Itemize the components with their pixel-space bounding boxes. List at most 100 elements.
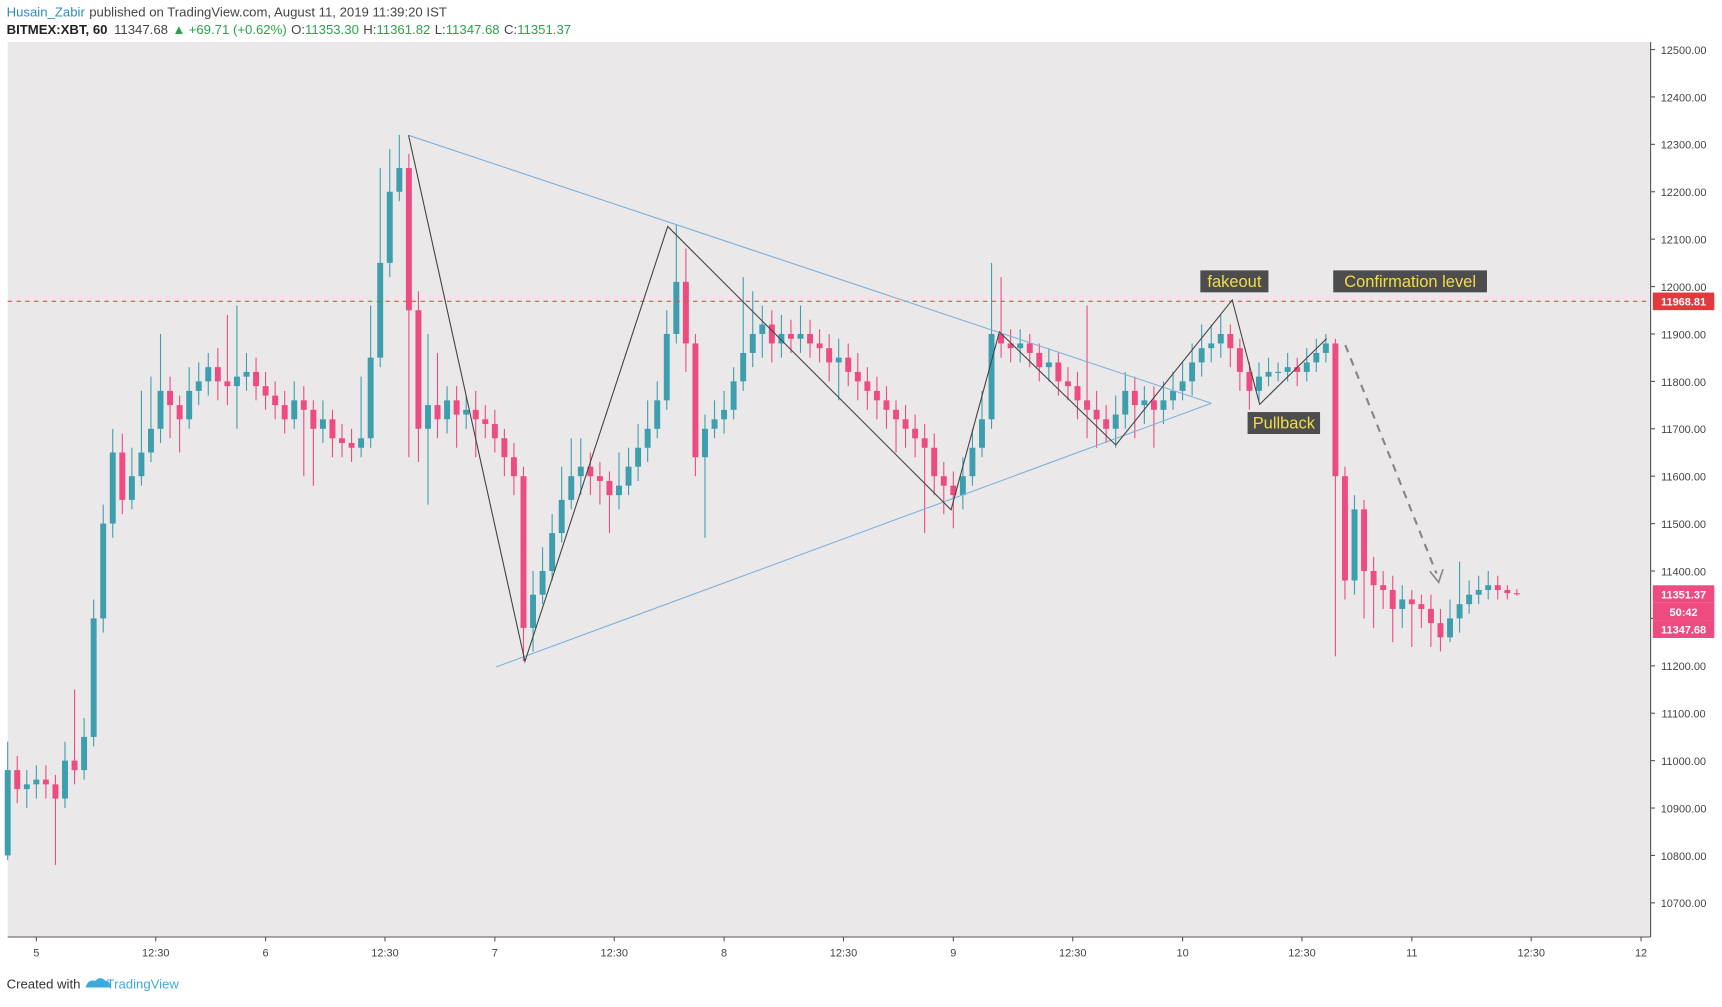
candle-body — [1322, 343, 1329, 353]
candle-body — [1351, 509, 1358, 581]
candle-body — [291, 400, 298, 420]
header-line2: BITMEX:XBT, 60 11347.68 ▲ +69.71 (+0.62%) O:… — [7, 22, 572, 37]
candle-body — [62, 760, 68, 799]
candle-body — [1122, 390, 1129, 415]
candle-body — [1275, 371, 1282, 373]
candle-body — [262, 386, 269, 396]
candle-body — [71, 760, 78, 771]
footer: Created with TradingView — [7, 977, 180, 992]
candle-body — [711, 419, 718, 429]
candle-body — [1265, 371, 1272, 377]
candle-body — [33, 779, 40, 785]
published: published on TradingView.com, August 11,… — [89, 5, 447, 20]
candle-body — [730, 381, 737, 410]
candle-body — [1055, 362, 1062, 382]
candle-body — [530, 594, 537, 628]
candle-body — [816, 343, 823, 349]
candle-body — [472, 409, 479, 420]
candle-body — [224, 381, 231, 387]
candle-body — [596, 476, 603, 481]
price-label: 11351.37 — [1661, 589, 1706, 601]
candle-body — [1256, 376, 1262, 391]
candle-body — [100, 523, 107, 619]
x-tick-label: 12:30 — [601, 948, 628, 960]
created: Created with — [7, 977, 81, 992]
candle-body — [42, 779, 49, 785]
candle-body — [1303, 362, 1310, 372]
candle-body — [243, 371, 250, 377]
candle-body — [1361, 509, 1368, 572]
candle-body — [692, 343, 699, 458]
candle-body — [912, 428, 919, 439]
y-tick-label: 11400.00 — [1661, 566, 1706, 578]
candle-body — [616, 485, 622, 496]
x-tick-label: 10 — [1176, 948, 1188, 960]
y-tick-label: 11700.00 — [1661, 424, 1706, 436]
x-tick-label: 8 — [721, 948, 727, 960]
candle-body — [1341, 476, 1348, 581]
candle-body — [1026, 343, 1033, 353]
candle-body — [300, 400, 307, 410]
annotation: Pullback — [1253, 415, 1316, 433]
candle-body — [873, 390, 880, 401]
candle-body — [319, 419, 326, 429]
candle-body — [854, 371, 861, 382]
candle-body — [1084, 400, 1091, 410]
candle-body — [940, 476, 947, 486]
candle-body — [835, 357, 842, 363]
candle-body — [883, 400, 890, 410]
x-tick-label: 12:30 — [1059, 948, 1086, 960]
candle-body — [329, 419, 336, 439]
candle-body — [1504, 589, 1511, 594]
candle-body — [969, 447, 976, 477]
x-tick-label: 12:30 — [371, 948, 398, 960]
candle-body — [128, 476, 135, 500]
candle-body — [510, 457, 517, 477]
candle-body — [1103, 419, 1110, 429]
candle-body — [1513, 593, 1520, 595]
candle-body — [778, 333, 785, 344]
candle-body — [310, 409, 317, 429]
candle-body — [807, 333, 814, 344]
brand[interactable]: TradingView — [107, 977, 180, 992]
trendline-upper — [408, 134, 1212, 404]
candle-body — [644, 428, 651, 448]
y-tick-label: 11200.00 — [1661, 661, 1706, 673]
candle-body — [176, 405, 183, 420]
candle-body — [959, 476, 966, 496]
candle-body — [759, 324, 766, 334]
candle-body — [377, 262, 384, 358]
candle-body — [167, 390, 174, 406]
candle-body — [1332, 343, 1339, 477]
candle-body — [1198, 348, 1205, 363]
candle-body — [549, 533, 556, 572]
y-tick-label: 12500.00 — [1661, 45, 1707, 57]
candle-body — [81, 736, 88, 771]
candle-body — [23, 784, 30, 790]
candle-body — [453, 400, 460, 415]
arrow-head — [1429, 568, 1444, 584]
countdown: 50:42 — [1670, 607, 1698, 619]
candle-body — [148, 428, 154, 453]
candle-body — [1150, 400, 1157, 410]
x-tick-label: 7 — [492, 948, 498, 960]
candle-body — [1017, 343, 1024, 349]
author[interactable]: Husain_Zabir — [7, 5, 86, 20]
candle-body — [1380, 585, 1387, 590]
y-tick-label: 11100.00 — [1662, 709, 1706, 721]
candle-body — [577, 466, 584, 477]
candle-body — [606, 480, 613, 496]
candle-body — [787, 333, 794, 339]
header: Husain_Zabir published on TradingView.com… — [7, 5, 572, 38]
candle-body — [1466, 594, 1473, 605]
candle-body — [491, 424, 498, 439]
candle-body — [281, 405, 288, 420]
candle-body — [1160, 400, 1167, 410]
candle-body — [233, 376, 240, 387]
candle-body — [90, 618, 97, 737]
annotation-box — [1247, 412, 1321, 435]
y-tick-label: 10900.00 — [1661, 803, 1707, 815]
arrow-dashed — [1344, 344, 1438, 574]
candle-body — [826, 348, 833, 363]
